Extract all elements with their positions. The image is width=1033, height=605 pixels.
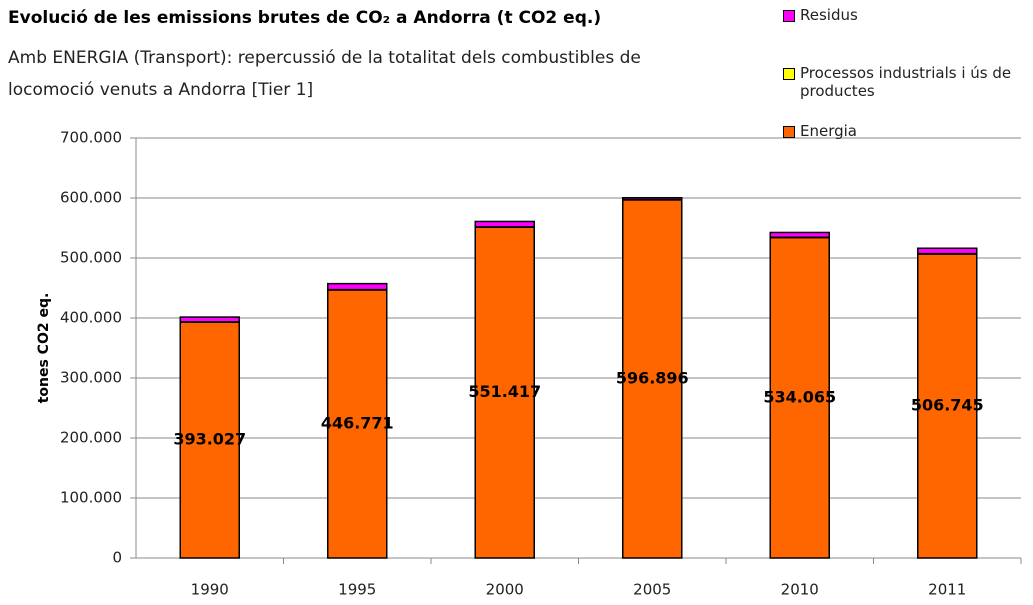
x-tick-label: 1995 xyxy=(338,581,376,599)
bar-segment xyxy=(179,321,240,559)
legend-item: Residus xyxy=(783,6,1033,24)
bar-segment xyxy=(769,236,830,559)
x-tick-label: 2000 xyxy=(486,581,524,599)
bar-segment xyxy=(622,199,683,559)
y-tick-label: 100.000 xyxy=(60,489,122,507)
data-label: 551.417 xyxy=(468,382,541,401)
bar-segment xyxy=(179,316,240,323)
data-label: 393.027 xyxy=(173,430,246,449)
legend-item: Processos industrials i ús de productes xyxy=(783,64,1033,100)
x-tick-label: 2010 xyxy=(781,581,819,599)
bar-segment xyxy=(917,253,978,559)
y-tick-label: 0 xyxy=(112,549,122,567)
bar-segment xyxy=(769,231,830,239)
chart-title: Evolució de les emissions brutes de CO₂ … xyxy=(8,8,602,28)
y-tick-label: 300.000 xyxy=(60,369,122,387)
y-tick-label: 200.000 xyxy=(60,429,122,447)
subtitle: Amb ENERGIA (Transport): repercussió de … xyxy=(8,48,641,68)
subtitle: locomoció venuts a Andorra [Tier 1] xyxy=(8,80,314,100)
x-tick-label: 1990 xyxy=(191,581,229,599)
data-label: 534.065 xyxy=(763,387,836,406)
y-axis-label: tones CO2 eq. xyxy=(36,293,52,404)
legend-swatch xyxy=(783,126,795,138)
x-tick-label: 2011 xyxy=(928,581,966,599)
y-tick-label: 600.000 xyxy=(60,189,122,207)
data-label: 506.745 xyxy=(911,395,984,414)
y-tick-label: 400.000 xyxy=(60,309,122,327)
legend-swatch xyxy=(783,10,795,22)
y-tick-label: 700.000 xyxy=(60,129,122,147)
legend-item: Energia xyxy=(783,122,1033,140)
bar-segment xyxy=(917,247,978,255)
legend-swatch xyxy=(783,68,795,80)
bar-segment xyxy=(474,226,535,559)
data-label: 446.771 xyxy=(321,413,394,432)
bar-segment xyxy=(327,289,388,559)
legend-label: Processos industrials i ús de productes xyxy=(800,64,1012,100)
bar-segment xyxy=(622,197,683,201)
legend-label: Energia xyxy=(800,122,857,140)
bar-segment xyxy=(327,282,388,291)
data-label: 596.896 xyxy=(616,368,689,387)
y-tick-label: 500.000 xyxy=(60,249,122,267)
legend-label: Residus xyxy=(800,6,858,24)
bar-segment xyxy=(474,220,535,228)
x-tick-label: 2005 xyxy=(633,581,671,599)
